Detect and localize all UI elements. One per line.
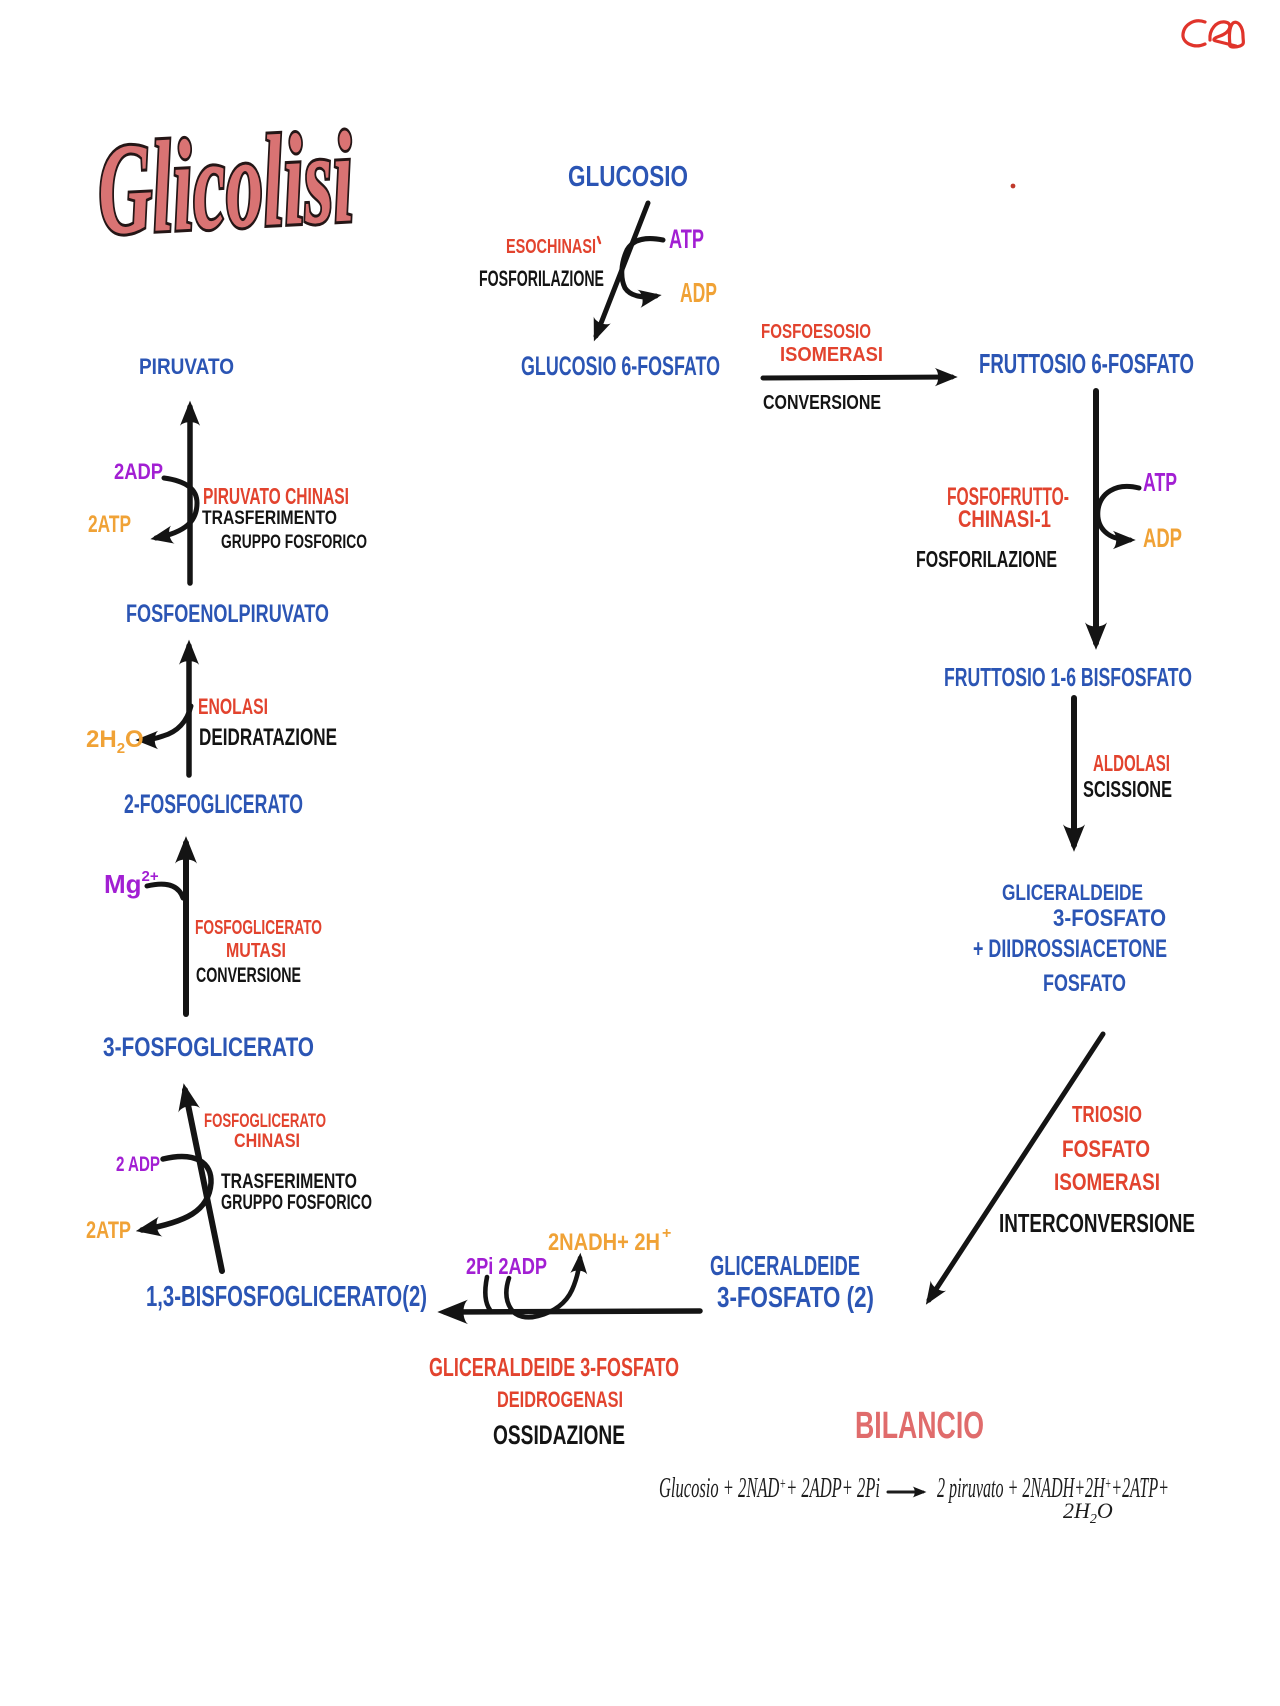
svg-text:TRIOSIO: TRIOSIO — [1072, 1101, 1142, 1127]
svg-text:GLUCOSIO 6-FOSFATO: GLUCOSIO 6-FOSFATO — [521, 351, 720, 381]
svg-text:+: + — [662, 1225, 671, 1242]
svg-text:FOSFATO: FOSFATO — [1043, 970, 1126, 997]
svg-text:2ATP: 2ATP — [86, 1217, 131, 1244]
svg-text:OSSIDAZIONE: OSSIDAZIONE — [493, 1420, 625, 1450]
svg-text:CONVERSIONE: CONVERSIONE — [763, 392, 881, 414]
svg-text:DEIDRATAZIONE: DEIDRATAZIONE — [199, 724, 337, 751]
svg-text:Glicolisi: Glicolisi — [94, 105, 356, 262]
svg-text:FOSFORILAZIONE: FOSFORILAZIONE — [916, 546, 1057, 572]
svg-text:ATP: ATP — [669, 224, 704, 254]
svg-text:2ATP: 2ATP — [88, 511, 131, 538]
svg-text:FOSFOFRUTTO-: FOSFOFRUTTO- — [947, 483, 1069, 511]
svg-text:FOSFORILAZIONE: FOSFORILAZIONE — [479, 266, 604, 291]
svg-text:BILANCIO: BILANCIO — [855, 1405, 984, 1447]
svg-text:1,3-BISFOSFOGLICERATO(2): 1,3-BISFOSFOGLICERATO(2) — [146, 1281, 427, 1313]
svg-text:2 ADP: 2 ADP — [116, 1153, 160, 1176]
svg-text:FOSFOENOLPIRUVATO: FOSFOENOLPIRUVATO — [126, 600, 329, 628]
svg-text:2H2O: 2H2O — [1063, 1498, 1113, 1527]
svg-text:PIRUVATO CHINASI: PIRUVATO CHINASI — [203, 483, 349, 509]
svg-text:ENOLASI: ENOLASI — [198, 694, 268, 719]
svg-text:3-FOSFATO: 3-FOSFATO — [1053, 905, 1166, 932]
svg-text:ISOMERASI: ISOMERASI — [1054, 1169, 1160, 1196]
svg-text:FOSFOESOSIO: FOSFOESOSIO — [761, 321, 871, 343]
svg-text:GRUPPO FOSFORICO: GRUPPO FOSFORICO — [221, 532, 367, 553]
svg-text:TRASFERIMENTO: TRASFERIMENTO — [202, 508, 337, 529]
svg-text:ADP: ADP — [1143, 523, 1182, 553]
svg-text:CHINASI-1: CHINASI-1 — [958, 506, 1051, 533]
svg-text:3-FOSFATO (2): 3-FOSFATO (2) — [717, 1282, 874, 1314]
svg-text:2NADH+ 2H: 2NADH+ 2H — [548, 1229, 660, 1256]
svg-text:2Pi 2ADP: 2Pi 2ADP — [466, 1253, 547, 1279]
svg-text:MUTASI: MUTASI — [226, 940, 286, 962]
svg-text:SCISSIONE: SCISSIONE — [1083, 776, 1172, 802]
svg-text:2ADP: 2ADP — [114, 459, 163, 484]
svg-text:DEIDROGENASI: DEIDROGENASI — [497, 1387, 623, 1412]
svg-text:ALDOLASI: ALDOLASI — [1093, 750, 1170, 776]
svg-text:PIRUVATO: PIRUVATO — [139, 354, 234, 379]
svg-text:FOSFOGLICERATO: FOSFOGLICERATO — [195, 917, 322, 939]
svg-text:ESOCHINASI: ESOCHINASI — [506, 236, 596, 258]
svg-text:3-FOSFOGLICERATO: 3-FOSFOGLICERATO — [103, 1032, 314, 1062]
svg-text:ADP: ADP — [680, 277, 717, 308]
svg-text:GLICERALDEIDE 3-FOSFATO: GLICERALDEIDE 3-FOSFATO — [429, 1352, 679, 1382]
svg-text:2H2O: 2H2O — [86, 726, 144, 757]
svg-text:CONVERSIONE: CONVERSIONE — [196, 964, 301, 987]
svg-text:GLICERALDEIDE: GLICERALDEIDE — [1002, 880, 1143, 905]
svg-text:GLICERALDEIDE: GLICERALDEIDE — [710, 1250, 860, 1281]
svg-text:2 piruvato + 2NADH+2H++2ATP+: 2 piruvato + 2NADH+2H++2ATP+ — [937, 1473, 1169, 1504]
svg-text:ISOMERASI: ISOMERASI — [780, 344, 883, 366]
svg-text:GRUPPO FOSFORICO: GRUPPO FOSFORICO — [221, 1191, 372, 1214]
svg-text:GLUCOSIO: GLUCOSIO — [568, 161, 688, 193]
svg-text:Glucosio + 2NAD++ 2ADP+ 2Pi: Glucosio + 2NAD++ 2ADP+ 2Pi — [659, 1473, 880, 1504]
svg-text:2-FOSFOGLICERATO: 2-FOSFOGLICERATO — [124, 789, 303, 819]
svg-text:CHINASI: CHINASI — [234, 1131, 300, 1152]
svg-text:FOSFATO: FOSFATO — [1062, 1136, 1150, 1163]
svg-text:FRUTTOSIO 1-6 BISFOSFATO: FRUTTOSIO 1-6 BISFOSFATO — [944, 662, 1192, 692]
svg-text:FRUTTOSIO 6-FOSFATO: FRUTTOSIO 6-FOSFATO — [979, 348, 1194, 379]
svg-text:FOSFOGLICERATO: FOSFOGLICERATO — [204, 1111, 326, 1132]
svg-text:INTERCONVERSIONE: INTERCONVERSIONE — [999, 1208, 1195, 1238]
svg-text:TRASFERIMENTO: TRASFERIMENTO — [221, 1170, 357, 1193]
svg-text:ATP: ATP — [1143, 467, 1177, 497]
svg-text:+ DIIDROSSIACETONE: + DIIDROSSIACETONE — [973, 935, 1167, 963]
